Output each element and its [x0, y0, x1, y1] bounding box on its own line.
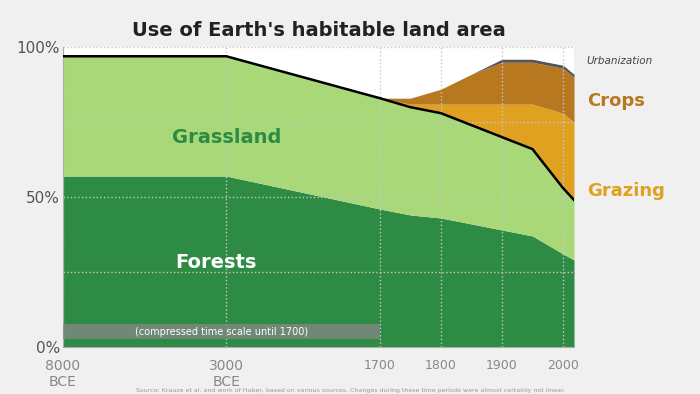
Text: 1900: 1900	[486, 359, 518, 372]
Text: Forests: Forests	[176, 253, 257, 272]
Text: 1800: 1800	[425, 359, 457, 372]
Text: Grazing: Grazing	[587, 182, 665, 200]
Text: 1700: 1700	[364, 359, 395, 372]
Text: Urbanization: Urbanization	[587, 56, 653, 66]
Text: (compressed time scale until 1700): (compressed time scale until 1700)	[135, 327, 308, 337]
Title: Use of Earth's habitable land area: Use of Earth's habitable land area	[132, 21, 505, 40]
Text: Source: Krauze et al. and work of Haber, based on various sources. Changes durin: Source: Krauze et al. and work of Haber,…	[136, 388, 564, 393]
Text: 3000
BCE: 3000 BCE	[209, 359, 244, 389]
Text: Crops: Crops	[587, 92, 645, 110]
Text: 8000
BCE: 8000 BCE	[46, 359, 80, 389]
Text: 2000: 2000	[547, 359, 579, 372]
Text: Grassland: Grassland	[172, 128, 281, 147]
Bar	[63, 324, 380, 339]
